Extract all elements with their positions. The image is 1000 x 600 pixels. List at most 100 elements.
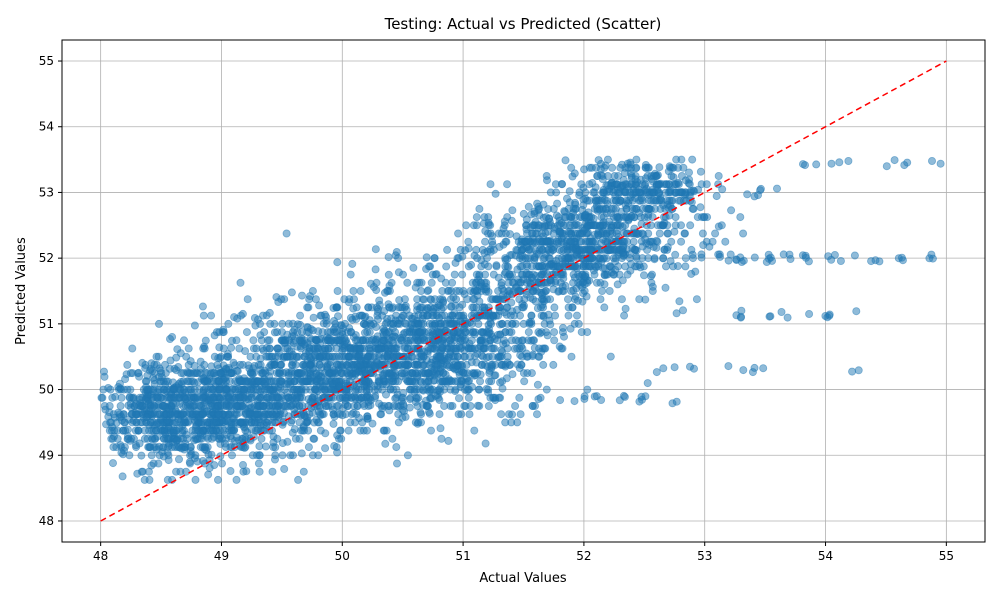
scatter-point — [369, 282, 378, 291]
scatter-point — [484, 401, 493, 410]
scatter-point — [473, 254, 482, 263]
scatter-point — [253, 385, 262, 394]
scatter-point — [658, 221, 667, 230]
scatter-point — [671, 250, 680, 259]
scatter-point — [247, 393, 256, 402]
scatter-point — [181, 394, 190, 403]
scatter-point — [491, 189, 500, 198]
scatter-point — [550, 336, 559, 345]
scatter-point — [341, 337, 350, 346]
scatter-point — [736, 213, 745, 222]
scatter-point — [524, 328, 533, 337]
scatter-point — [587, 213, 596, 222]
scatter-point — [621, 187, 630, 196]
scatter-point — [469, 221, 478, 230]
scatter-point — [154, 319, 163, 328]
scatter-point — [280, 338, 289, 347]
scatter-point — [416, 418, 425, 427]
scatter-point — [376, 344, 385, 353]
scatter-point — [365, 316, 374, 325]
scatter-point — [147, 451, 156, 460]
scatter-point — [453, 254, 462, 263]
scatter-point — [423, 311, 432, 320]
scatter-point — [436, 424, 445, 433]
scatter-point — [642, 184, 651, 193]
scatter-point — [460, 369, 469, 378]
scatter-point — [523, 254, 532, 263]
scatter-point — [609, 188, 618, 197]
scatter-point — [238, 401, 247, 410]
scatter-point — [270, 328, 279, 337]
scatter-point — [415, 328, 424, 337]
scatter-point — [354, 352, 363, 361]
scatter-point — [750, 253, 759, 262]
scatter-point — [519, 244, 528, 253]
scatter-point — [384, 300, 393, 309]
scatter-point — [614, 262, 623, 271]
scatter-point — [139, 385, 148, 394]
scatter-point — [373, 381, 382, 390]
scatter-point — [310, 351, 319, 360]
scatter-point — [201, 368, 210, 377]
scatter-point — [363, 352, 372, 361]
scatter-point — [687, 186, 696, 195]
scatter-point — [278, 319, 287, 328]
scatter-point — [213, 475, 222, 484]
scatter-point — [272, 293, 281, 302]
scatter-point — [359, 380, 368, 389]
scatter-point — [661, 188, 670, 197]
scatter-point — [659, 201, 668, 210]
scatter-point — [336, 426, 345, 435]
scatter-point — [524, 202, 533, 211]
scatter-point — [268, 467, 277, 476]
x-axis-ticks: 48 49 50 51 52 53 54 55 — [93, 542, 954, 563]
scatter-point — [565, 187, 574, 196]
scatter-point — [580, 211, 589, 220]
scatter-point — [660, 245, 669, 254]
scatter-point — [688, 204, 697, 213]
scatter-point — [280, 295, 289, 304]
scatter-point — [201, 384, 210, 393]
scatter-point — [534, 224, 543, 233]
scatter-point — [367, 336, 376, 345]
scatter-point — [344, 426, 353, 435]
scatter-point — [519, 209, 528, 218]
scatter-point — [270, 319, 279, 328]
scatter-point — [568, 303, 577, 312]
scatter-point — [621, 262, 630, 271]
scatter-point — [564, 295, 573, 304]
scatter-point — [409, 263, 418, 272]
scatter-point — [134, 426, 143, 435]
scatter-point — [189, 369, 198, 378]
scatter-point — [477, 328, 486, 337]
scatter-point — [112, 443, 121, 452]
scatter-point — [397, 336, 406, 345]
scatter-point — [516, 278, 525, 287]
scatter-point — [538, 262, 547, 271]
scatter-point — [529, 336, 538, 345]
scatter-point — [545, 316, 554, 325]
scatter-point — [613, 280, 622, 289]
scatter-point — [179, 336, 188, 345]
scatter-point — [655, 163, 664, 172]
scatter-point — [246, 352, 255, 361]
scatter-point — [640, 271, 649, 280]
scatter-point — [825, 310, 834, 319]
scatter-point — [515, 393, 524, 402]
plot-frame — [61, 39, 986, 543]
scatter-point — [138, 467, 147, 476]
scatter-point — [436, 352, 445, 361]
scatter-point — [261, 442, 270, 451]
scatter-point — [827, 159, 836, 168]
scatter-point — [750, 192, 759, 201]
scatter-point — [480, 360, 489, 369]
scatter-point — [186, 357, 195, 366]
scatter-point — [330, 441, 339, 450]
scatter-point — [476, 338, 485, 347]
scatter-point — [280, 385, 289, 394]
scatter-point — [334, 382, 343, 391]
scatter-point — [440, 385, 449, 394]
scatter-point — [572, 250, 581, 259]
y-tick-label: 53 — [39, 185, 54, 199]
scatter-point — [152, 352, 161, 361]
